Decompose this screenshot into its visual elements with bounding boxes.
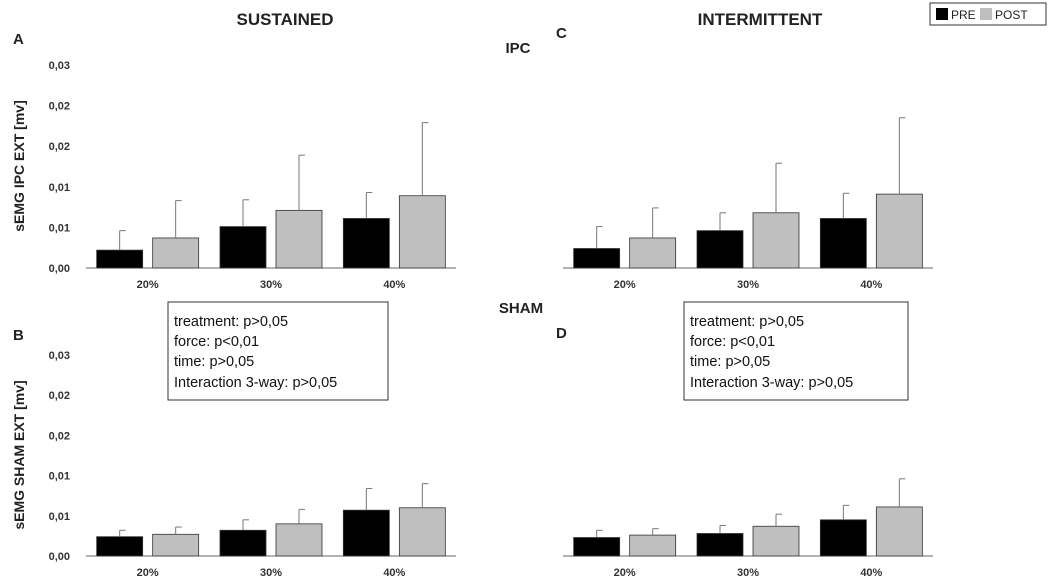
column-title-sustained: SUSTAINED <box>237 10 334 29</box>
bar-pre <box>96 249 144 269</box>
bar-post <box>629 237 677 269</box>
stats-treatment: treatment: p>0,05 <box>174 314 288 330</box>
stats-box-sustained: treatment: p>0,05 force: p<0,01 time: p>… <box>167 301 389 401</box>
y-tick-label: 0,02 <box>49 390 70 402</box>
chart-panels: A 0,00 0,01 0,01 0,02 0,02 0,03 sEMG IPC EXT [m… <box>11 25 933 579</box>
panel-letter: D <box>556 325 567 342</box>
x-tick-label: 40% <box>860 567 882 579</box>
y-tick-label: 0,01 <box>49 182 70 194</box>
x-tick-label: 30% <box>737 567 759 579</box>
stats-interaction: Interaction 3-way: p>0,05 <box>690 375 853 391</box>
x-tick-label: 30% <box>737 279 759 291</box>
x-tick-label: 20% <box>137 567 159 579</box>
panel-letter: C <box>556 25 567 42</box>
legend-label-pre: PRE <box>951 8 976 22</box>
bar-post <box>398 195 446 269</box>
y-axis-label: sEMG IPC EXT [mv] <box>11 100 27 231</box>
bar-pre <box>573 248 621 269</box>
stats-time: time: p>0,05 <box>690 354 770 370</box>
bar-post <box>752 525 800 557</box>
y-tick-label: 0,00 <box>49 263 70 275</box>
x-tick-label: 20% <box>614 279 636 291</box>
y-axis-label: sEMG SHAM EXT [mv] <box>11 380 27 529</box>
x-tick-label: 20% <box>614 567 636 579</box>
panel-letter: B <box>13 327 24 344</box>
stats-box-frame <box>683 301 909 401</box>
bar-pre <box>219 529 267 557</box>
bar-pre <box>573 537 621 557</box>
bar-pre <box>696 533 744 557</box>
row-title-ipc: IPC <box>505 40 530 57</box>
bar-post <box>875 193 923 269</box>
bar-post <box>629 534 677 557</box>
x-tick-label: 20% <box>137 279 159 291</box>
bar-post <box>875 506 923 557</box>
bar-post <box>152 533 200 557</box>
bar-pre <box>342 218 390 269</box>
y-tick-label: 0,01 <box>49 471 70 483</box>
bar-pre <box>819 218 867 269</box>
y-tick-label: 0,01 <box>49 511 70 523</box>
legend-swatch-post <box>980 8 992 20</box>
bar-post <box>275 523 323 557</box>
panel-letter: A <box>13 31 24 48</box>
chart-panel-c: C 20% 30% 40% <box>556 25 933 291</box>
bar-pre <box>219 226 267 269</box>
chart-panel-a: A 0,00 0,01 0,01 0,02 0,02 0,03 sEMG IPC EXT [m… <box>11 31 456 291</box>
y-tick-label: 0,03 <box>49 60 70 72</box>
bar-post <box>398 507 446 557</box>
stats-box-frame <box>167 301 389 401</box>
chart-panel-b: B 0,00 0,01 0,01 0,02 0,02 0,03 sEMG SHAM EXT [… <box>11 327 456 579</box>
x-tick-label: 30% <box>260 567 282 579</box>
stats-force: force: p<0,01 <box>174 334 259 350</box>
bar-pre <box>342 509 390 557</box>
legend-label-post: POST <box>995 8 1028 22</box>
bar-pre <box>96 536 144 557</box>
y-tick-label: 0,03 <box>49 350 70 362</box>
legend-swatch-pre <box>936 8 948 20</box>
x-tick-label: 40% <box>860 279 882 291</box>
bar-pre <box>696 230 744 269</box>
legend: PRE POST <box>929 2 1047 26</box>
chart-panel-d: D 20% 30% 40% <box>556 325 933 579</box>
bar-post <box>275 209 323 269</box>
stats-force: force: p<0,01 <box>690 334 775 350</box>
bar-post <box>752 212 800 269</box>
row-title-sham: SHAM <box>499 300 543 317</box>
y-tick-label: 0,02 <box>49 430 70 442</box>
x-tick-label: 40% <box>383 279 405 291</box>
stats-treatment: treatment: p>0,05 <box>690 314 804 330</box>
stats-time: time: p>0,05 <box>174 354 254 370</box>
bar-pre <box>819 519 867 557</box>
y-tick-label: 0,01 <box>49 222 70 234</box>
y-tick-label: 0,00 <box>49 551 70 563</box>
y-tick-label: 0,02 <box>49 141 70 153</box>
column-title-intermittent: INTERMITTENT <box>698 10 823 29</box>
bar-post <box>152 237 200 269</box>
stats-box-intermittent: treatment: p>0,05 force: p<0,01 time: p>… <box>683 301 909 401</box>
y-tick-label: 0,02 <box>49 101 70 113</box>
x-tick-label: 30% <box>260 279 282 291</box>
x-tick-label: 40% <box>383 567 405 579</box>
stats-interaction: Interaction 3-way: p>0,05 <box>174 375 337 391</box>
